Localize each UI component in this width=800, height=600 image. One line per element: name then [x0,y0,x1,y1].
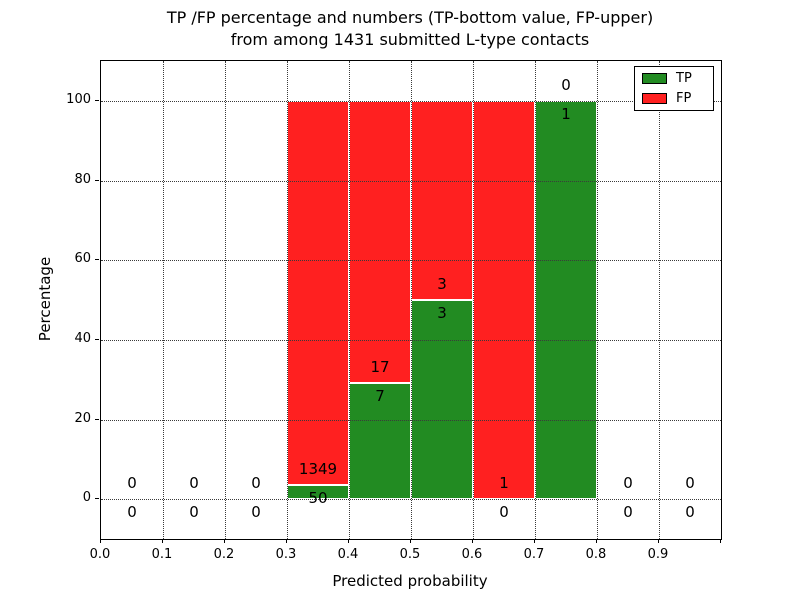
x-axis-tick [162,539,163,543]
tp-count-label: 0 [685,503,695,522]
y-tick-label: 20 [74,410,91,426]
x-axis-tick [100,539,101,543]
x-axis-tick [472,539,473,543]
y-tick-label: 0 [82,490,91,506]
x-tick-label: 0.4 [337,547,359,562]
fp-count-label: 1 [499,474,509,493]
tp-legend-swatch [642,73,667,84]
x-gridline [163,61,164,539]
x-tick-label: 0.7 [523,547,545,562]
x-gridline [411,61,412,539]
x-gridline [597,61,598,539]
fp-bar-segment [473,100,535,500]
tp-count-label: 50 [308,488,328,507]
x-axis-label: Predicted probability [332,572,488,590]
legend: TP FP [634,66,714,111]
y-axis-tick [95,99,99,101]
fp-count-label: 1349 [298,459,338,478]
fp-bar-segment [349,100,411,383]
y-axis-tick [95,179,99,181]
y-axis-label: Percentage [36,256,54,342]
tp-count-label: 0 [623,503,633,522]
x-gridline [349,61,350,539]
x-gridline [287,61,288,539]
chart-title-line1: TP /FP percentage and numbers (TP-bottom… [166,8,654,27]
tp-count-label: 7 [375,386,385,405]
tp-count-label: 0 [251,503,261,522]
tp-bar-segment [349,382,411,500]
x-tick-label: 0.0 [89,547,111,562]
x-axis-tick [534,539,535,543]
tp-count-label: 1 [561,104,571,123]
x-tick-label: 0.8 [585,547,607,562]
y-axis-tick [95,338,99,340]
x-tick-label: 0.5 [399,547,421,562]
tp-bar-segment [411,300,473,500]
fp-count-label: 17 [370,357,390,376]
fp-count-label: 3 [437,275,447,293]
x-tick-label: 0.1 [151,547,173,562]
chart-title: TP /FP percentage and numbers (TP-bottom… [100,7,720,51]
x-axis-tick [720,539,721,543]
y-tick-label: 100 [66,91,91,107]
y-axis-tick [95,498,99,500]
legend-entry-tp: TP [642,72,706,85]
y-tick-label: 80 [74,171,91,187]
x-gridline [473,61,474,539]
fp-count-label: 0 [685,474,695,493]
y-tick-label: 60 [74,251,91,267]
legend-label: TP [676,71,692,86]
x-gridline [535,61,536,539]
fp-bar-segment [411,100,473,300]
x-gridline [659,61,660,539]
fp-count-label: 0 [127,474,137,493]
fp-count-label: 0 [251,474,261,493]
x-axis-tick [410,539,411,543]
x-axis-tick [658,539,659,543]
fp-bar-segment [287,100,349,485]
x-tick-label: 0.2 [213,547,235,562]
tp-count-label: 0 [189,503,199,522]
x-gridline [225,61,226,539]
tp-bar-segment [535,100,597,500]
x-axis-tick [286,539,287,543]
tp-count-label: 0 [127,503,137,522]
fp-count-label: 0 [623,474,633,493]
fp-count-label: 0 [189,474,199,493]
fp-legend-swatch [642,93,667,104]
legend-entry-fp: FP [642,92,706,105]
tp-count-label: 3 [437,304,447,322]
x-axis-tick [596,539,597,543]
x-tick-label: 0.3 [275,547,297,562]
x-axis-tick [348,539,349,543]
y-axis-tick [95,259,99,261]
chart-title-line2: from among 1431 submitted L-type contact… [230,30,590,49]
x-tick-label: 0.9 [647,547,669,562]
legend-label: FP [676,91,692,106]
fp-count-label: 0 [561,75,571,94]
y-tick-label: 40 [74,330,91,346]
x-tick-label: 0.6 [461,547,483,562]
y-axis-tick [95,418,99,420]
plot-area: TP FP 0 0 0 0 0 0 1349 50 17 7 3 3 1 0 0 1 0 0 0 0 [100,60,722,540]
tp-count-label: 0 [499,503,509,522]
x-axis-tick [224,539,225,543]
